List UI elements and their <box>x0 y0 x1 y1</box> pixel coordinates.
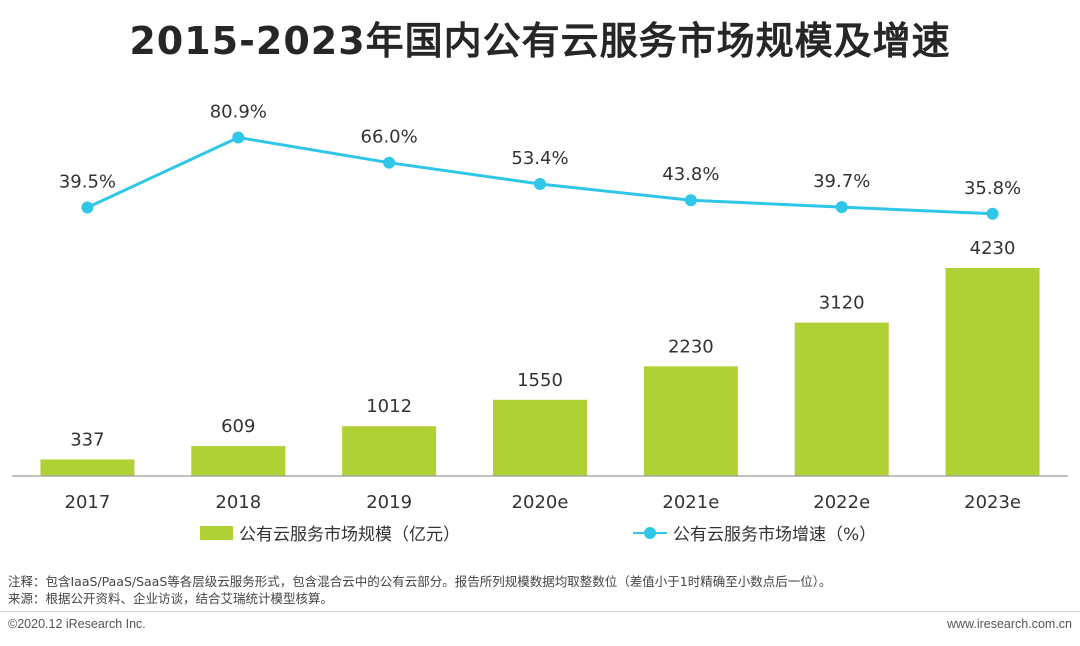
bar <box>794 322 889 476</box>
growth-value-label: 39.7% <box>813 171 870 192</box>
bar <box>342 426 437 476</box>
growth-value-label: 80.9% <box>210 102 267 123</box>
chart-title: 2015-2023年国内公有云服务市场规模及增速 <box>129 19 951 63</box>
bar-value-label: 3120 <box>819 293 865 314</box>
bar-value-label: 337 <box>70 429 104 450</box>
legend-item-line: 公有云服务市场增速（%） <box>633 520 876 545</box>
bar <box>40 459 135 476</box>
x-tick-label: 2018 <box>215 492 261 513</box>
bar <box>945 268 1040 476</box>
bar <box>493 399 587 476</box>
growth-point <box>81 201 94 214</box>
legend-bar-label: 公有云服务市场规模（亿元） <box>239 525 460 545</box>
legend: 公有云服务市场规模（亿元） 公有云服务市场增速（%） <box>0 520 1080 548</box>
x-tick-label: 2021e <box>662 492 719 513</box>
bar <box>643 366 738 476</box>
growth-point <box>383 156 396 169</box>
x-tick-label: 2019 <box>366 492 412 513</box>
x-tick-label: 2023e <box>964 492 1021 513</box>
growth-value-label: 43.8% <box>662 164 719 185</box>
legend-item-bar: 公有云服务市场规模（亿元） <box>200 520 460 545</box>
x-tick-label: 2022e <box>813 492 870 513</box>
bar-value-label: 2230 <box>668 336 714 357</box>
growth-value-label: 35.8% <box>964 178 1021 199</box>
growth-value-label: 66.0% <box>361 127 418 148</box>
bar-value-label: 1550 <box>517 370 563 391</box>
footer-divider <box>0 611 1080 612</box>
x-tick-label: 2017 <box>65 492 111 513</box>
copyright-text: ©2020.12 iResearch Inc. <box>8 617 146 631</box>
website-link[interactable]: www.iresearch.com.cn <box>946 617 1072 631</box>
chart-area: 337 2017 609 2018 1012 2019 1550 2020e 2230 2021e… <box>12 102 1068 513</box>
bar-value-label: 609 <box>221 416 255 437</box>
growth-value-label: 39.5% <box>59 172 116 193</box>
growth-point <box>684 194 697 207</box>
growth-point <box>835 201 848 214</box>
growth-point <box>534 177 546 190</box>
legend-line-label: 公有云服务市场增速（%） <box>673 525 877 545</box>
bar-value-label: 1012 <box>366 396 412 417</box>
growth-point <box>986 207 999 220</box>
notes: 注释：包含IaaS/PaaS/SaaS等各层级云服务形式，包含混合云中的公有云部… <box>8 573 832 607</box>
growth-value-label: 53.4% <box>511 148 568 169</box>
source-line: 来源：根据公开资料、企业访谈，结合艾瑞统计模型核算。 <box>8 591 334 606</box>
bar-value-label: 4230 <box>970 238 1016 259</box>
growth-point <box>232 131 245 144</box>
legend-line-swatch <box>633 526 667 540</box>
legend-bar-swatch <box>200 525 233 540</box>
note-line: 注释：包含IaaS/PaaS/SaaS等各层级云服务形式，包含混合云中的公有云部… <box>8 574 832 589</box>
x-tick-label: 2020e <box>512 492 569 513</box>
bar <box>191 446 286 476</box>
